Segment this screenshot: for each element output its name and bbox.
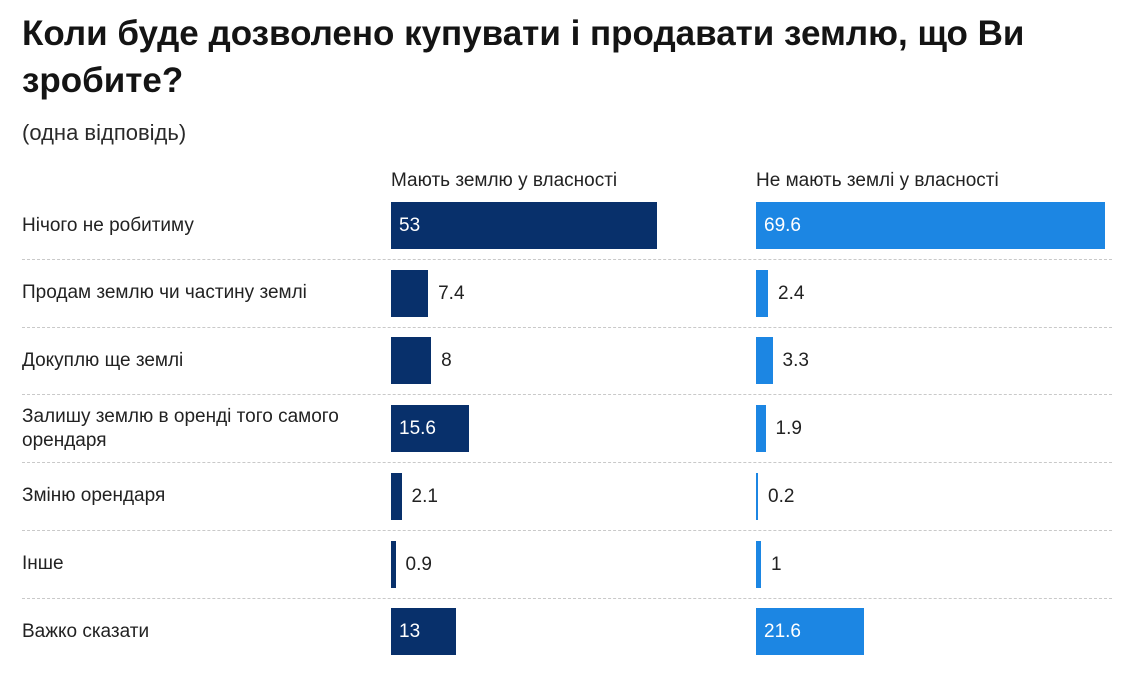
row-separator [22, 326, 1112, 328]
data-label-nonowners: 69.6 [764, 215, 801, 236]
category-label: Продам землю чи частину землі [22, 282, 307, 304]
bar-owners [391, 540, 396, 588]
row-separator [22, 462, 1112, 464]
column-header-nonowners: Не мають землі у власності [756, 170, 999, 191]
category-label: Залишу землю в оренді того самого оренда… [22, 405, 339, 451]
bar-nonowners [756, 472, 758, 520]
data-label-owners: 15.6 [399, 418, 436, 440]
bar-nonowners [756, 540, 761, 588]
data-label-nonowners: 3.3 [782, 350, 809, 372]
data-label-owners: 13 [399, 621, 421, 643]
row-separator [22, 529, 1112, 531]
bar-nonowners [756, 269, 769, 317]
category-label: Нічого не робитиму [22, 214, 194, 236]
column-header-owners: Мають землю у власності [391, 170, 618, 191]
data-label-owners: 0.9 [405, 553, 432, 575]
bar-nonowners [756, 608, 865, 656]
bar-nonowners [756, 337, 773, 385]
data-label-owners: 2.1 [411, 485, 438, 507]
bar-owners [391, 269, 429, 317]
data-label-owners: 8 [441, 350, 452, 372]
bar-owners [391, 202, 657, 249]
data-label-nonowners: 1.9 [775, 418, 802, 440]
category-label: Докуплю ще землі [22, 349, 184, 371]
bar-owners [391, 405, 470, 453]
bar-nonowners [756, 202, 1105, 249]
data-label-nonowners: 0.2 [768, 485, 795, 507]
chart-title: Коли буде дозволено купувати і продавати… [22, 14, 1025, 100]
bar-owners [391, 608, 457, 656]
data-label-nonowners: 21.6 [764, 621, 801, 643]
category-label: Важко сказати [22, 620, 150, 642]
data-label-nonowners: 1 [771, 553, 782, 575]
data-label-owners: 53 [399, 215, 421, 236]
category-label: Інше [22, 553, 64, 574]
bar-owners [391, 337, 432, 385]
row-separator [22, 259, 1112, 260]
data-label-owners: 7.4 [438, 282, 465, 304]
row-separator [22, 394, 1112, 396]
category-label: Зміню орендаря [22, 485, 166, 507]
chart-subtitle: (одна відповідь) [22, 120, 187, 145]
bar-owners [391, 472, 402, 520]
row-separator [22, 597, 1112, 599]
bar-nonowners [756, 405, 766, 453]
data-label-nonowners: 2.4 [778, 282, 805, 304]
